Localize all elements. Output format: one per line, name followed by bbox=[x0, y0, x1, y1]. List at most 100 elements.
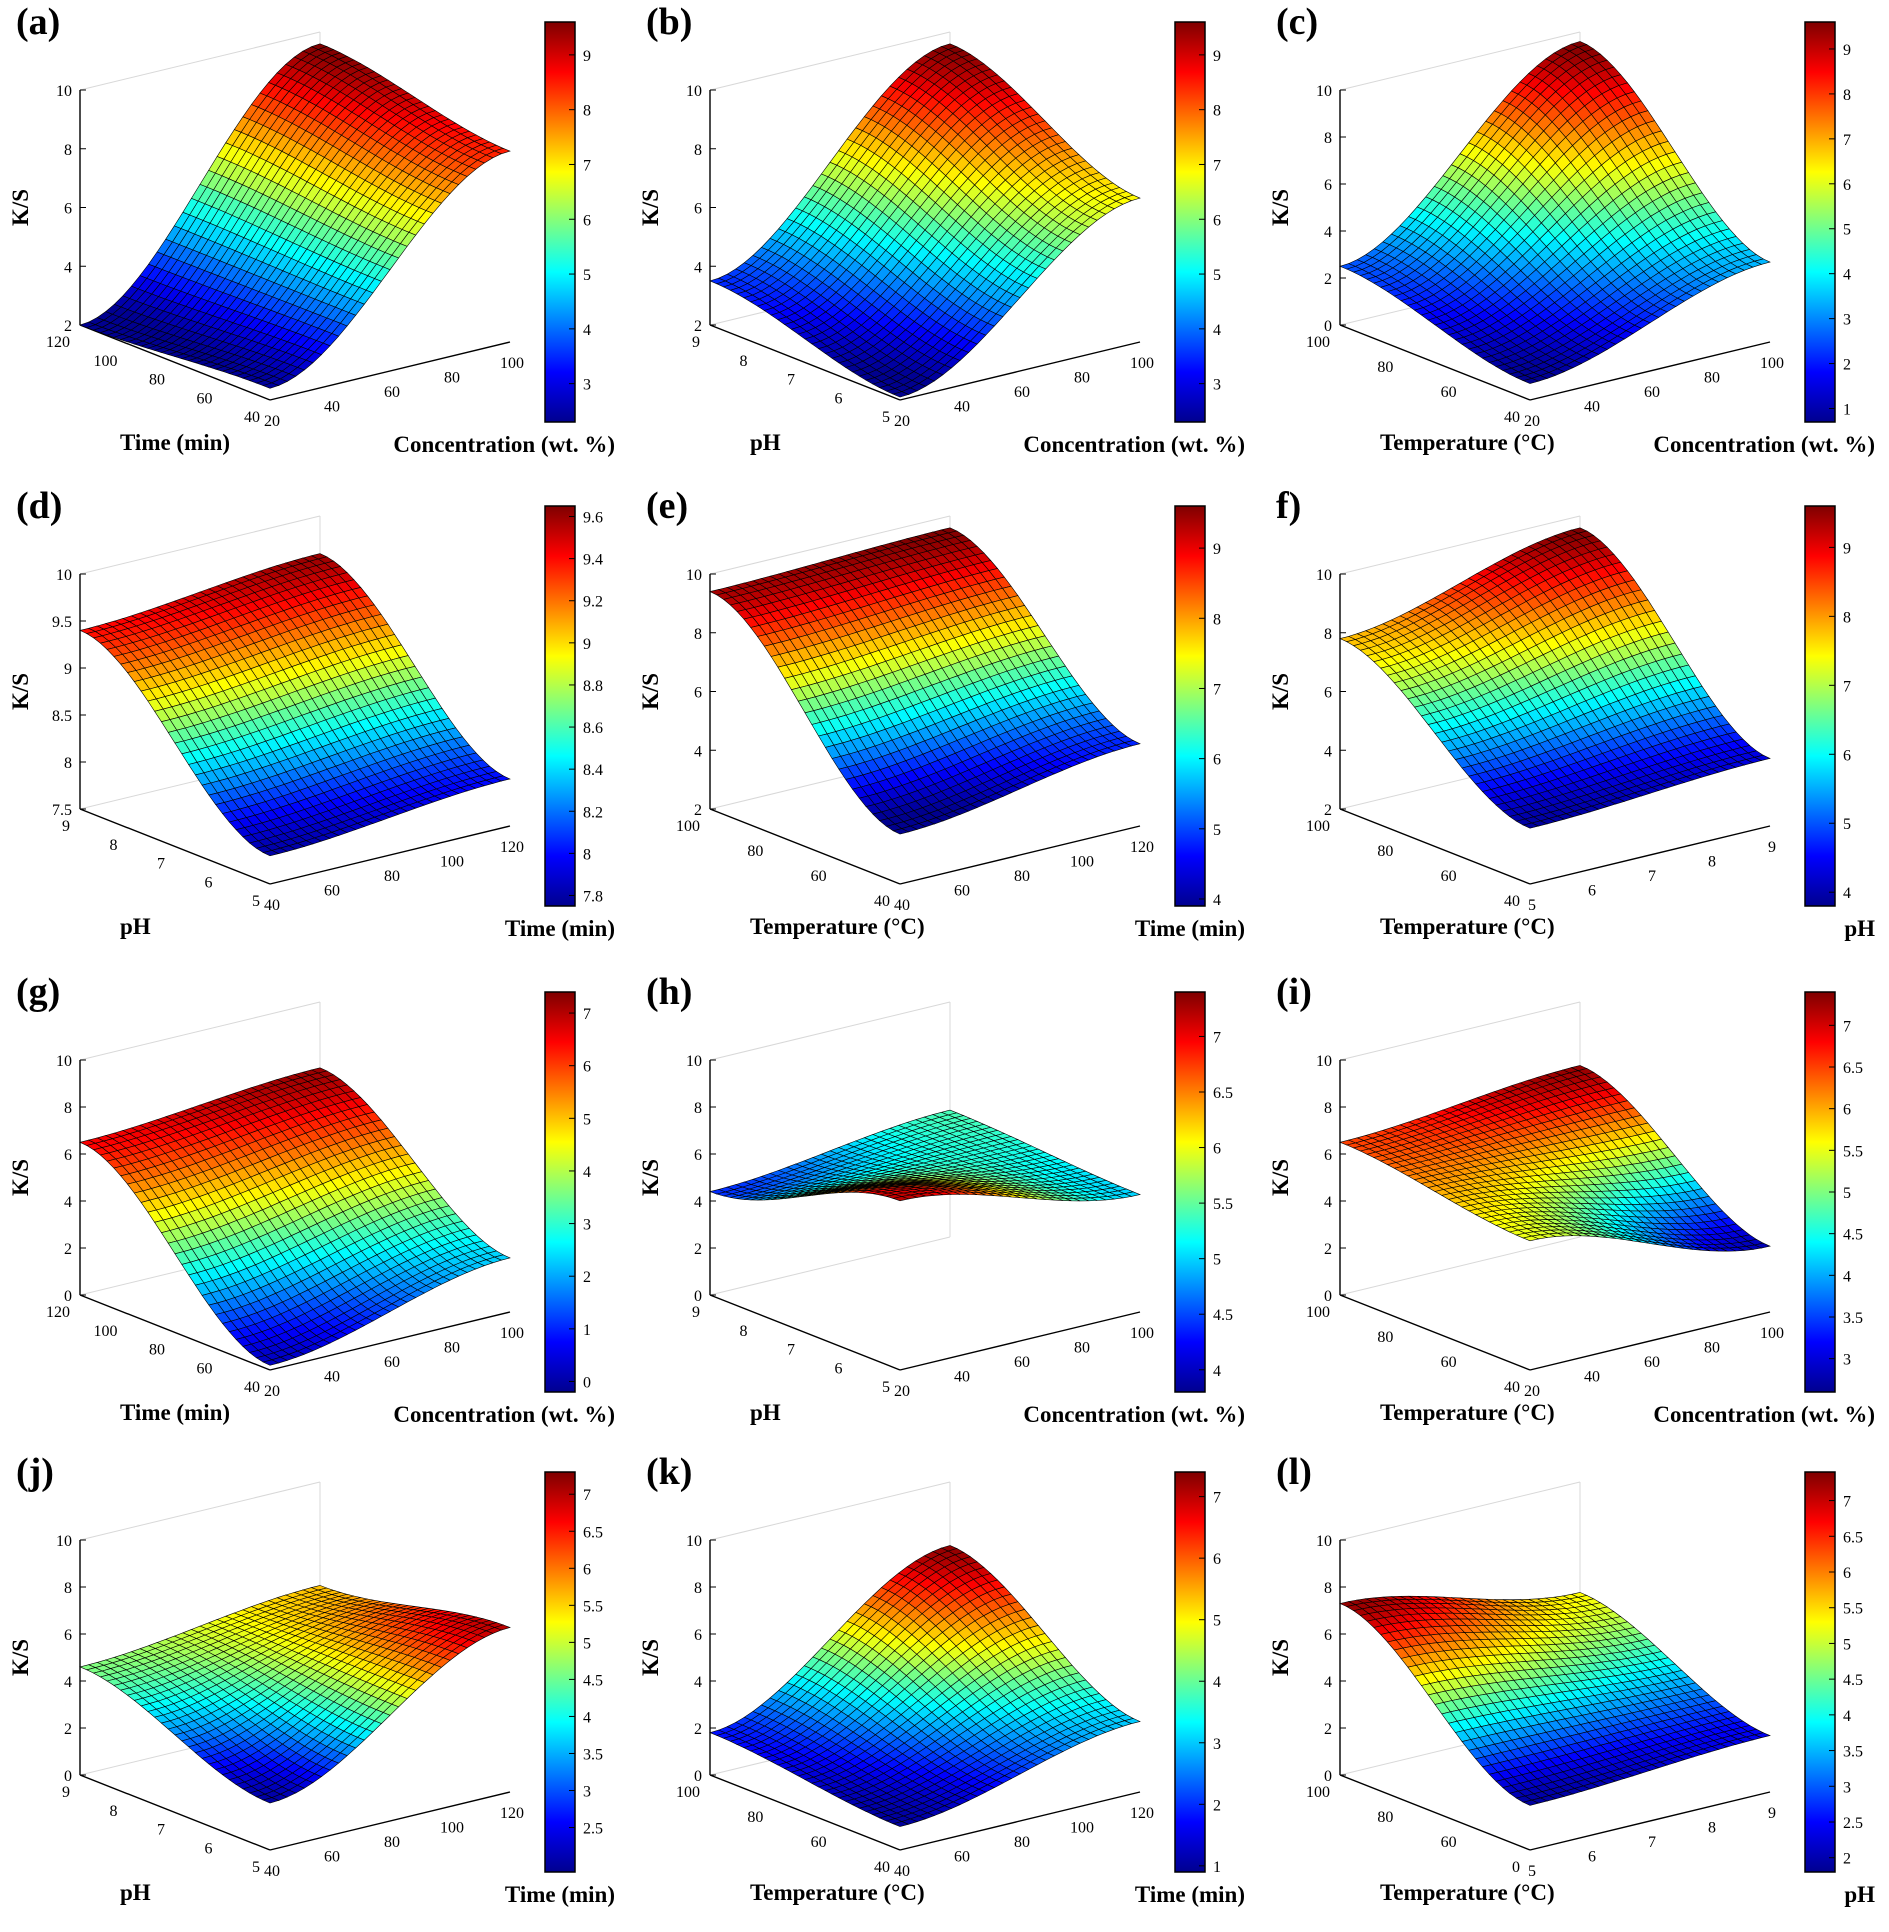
z-axis-label: K/S bbox=[638, 673, 663, 710]
grid-line bbox=[1339, 31, 1581, 91]
z-tick-label: 8 bbox=[64, 755, 72, 772]
x-tick-label: 8 bbox=[740, 353, 748, 370]
z-tick-label: 10 bbox=[686, 567, 702, 584]
y-tick-label: 40 bbox=[324, 399, 340, 416]
z-tick-label: 10 bbox=[1316, 567, 1332, 584]
surface-cell bbox=[1522, 378, 1540, 384]
panel-label: f) bbox=[1276, 485, 1302, 527]
z-tick-label: 2 bbox=[64, 318, 72, 335]
colorbar-tick-label: 8.6 bbox=[583, 720, 603, 737]
x-axis bbox=[709, 324, 901, 401]
x-tick-label: 8 bbox=[110, 837, 118, 854]
colorbar-tick-label: 9.2 bbox=[583, 594, 603, 611]
surface-cell bbox=[262, 850, 280, 857]
colorbar-tick-label: 8 bbox=[1843, 87, 1851, 104]
colorbar-tick-label: 7.8 bbox=[583, 888, 603, 905]
surface-cell bbox=[262, 382, 280, 389]
z-tick-label: 7.5 bbox=[52, 802, 72, 819]
colorbar-tick-label: 1 bbox=[1843, 402, 1851, 419]
y-axis-label: Concentration (wt. %) bbox=[393, 432, 615, 457]
z-tick-label: 6 bbox=[694, 685, 702, 702]
x-tick-label: 40 bbox=[874, 893, 890, 910]
y-tick-label: 100 bbox=[440, 854, 464, 871]
x-tick-label: 6 bbox=[835, 390, 843, 407]
z-tick-label: 4 bbox=[64, 259, 72, 276]
colorbar-tick-label: 7 bbox=[583, 157, 591, 174]
z-tick-label: 8 bbox=[64, 142, 72, 159]
x-axis bbox=[1339, 324, 1531, 401]
y-axis-label: pH bbox=[1844, 916, 1875, 941]
z-tick-label: 8 bbox=[694, 626, 702, 643]
x-axis bbox=[709, 808, 901, 885]
y-axis bbox=[899, 825, 1141, 885]
surface-plot: 246810K/S98765pH20406080100Concentration… bbox=[638, 21, 1245, 457]
y-tick-label: 40 bbox=[1584, 399, 1600, 416]
x-tick-label: 40 bbox=[1504, 409, 1520, 426]
colorbar-tick-label: 6 bbox=[583, 212, 591, 229]
z-tick-label: 6 bbox=[1324, 685, 1332, 702]
z-tick-label: 10 bbox=[56, 567, 72, 584]
x-axis-label: pH bbox=[750, 430, 781, 455]
y-axis bbox=[269, 341, 511, 401]
x-tick-label: 5 bbox=[882, 409, 890, 426]
x-tick-label: 80 bbox=[1377, 843, 1393, 860]
colorbar-tick-label: 2 bbox=[1843, 357, 1851, 374]
x-tick-label: 100 bbox=[1306, 334, 1330, 351]
colorbar-tick-label: 9.4 bbox=[583, 552, 603, 569]
y-tick-label: 80 bbox=[384, 868, 400, 885]
x-tick-label: 80 bbox=[747, 843, 763, 860]
y-tick-label: 100 bbox=[1760, 355, 1784, 372]
x-tick-label: 9 bbox=[62, 818, 70, 835]
colorbar-tick-label: 7 bbox=[1213, 681, 1221, 698]
z-tick-label: 2 bbox=[1324, 271, 1332, 288]
x-axis-label: Temperature (°C) bbox=[750, 914, 925, 939]
y-tick-label: 60 bbox=[324, 883, 340, 900]
colorbar-tick-label: 6 bbox=[1213, 752, 1221, 769]
z-tick-label: 2 bbox=[1324, 802, 1332, 819]
x-axis bbox=[79, 808, 271, 885]
z-tick-label: 0 bbox=[1324, 318, 1332, 335]
x-tick-label: 60 bbox=[811, 868, 827, 885]
colorbar-tick-label: 4 bbox=[583, 322, 591, 339]
colorbar-tick-label: 9 bbox=[1213, 541, 1221, 558]
colorbar-tick-label: 9.6 bbox=[583, 510, 603, 527]
x-tick-label: 80 bbox=[1377, 359, 1393, 376]
colorbar-tick-label: 5 bbox=[583, 267, 591, 284]
z-axis-label: K/S bbox=[8, 189, 33, 226]
y-axis bbox=[1529, 341, 1771, 401]
panel-label: (d) bbox=[16, 485, 63, 527]
colorbar-tick-label: 9 bbox=[1843, 42, 1851, 59]
colorbar-tick-label: 8.4 bbox=[583, 762, 603, 779]
z-tick-label: 4 bbox=[1324, 224, 1332, 241]
surface-plot: 7.588.599.510K/S98765pH406080100120Time … bbox=[8, 505, 615, 941]
surface-mesh bbox=[1339, 527, 1771, 829]
y-tick-label: 9 bbox=[1768, 839, 1776, 856]
x-tick-label: 40 bbox=[244, 409, 260, 426]
x-tick-label: 6 bbox=[205, 874, 213, 891]
y-tick-label: 5 bbox=[1528, 897, 1536, 914]
y-tick-label: 8 bbox=[1708, 854, 1716, 871]
z-tick-label: 8 bbox=[1324, 130, 1332, 147]
z-tick-label: 6 bbox=[694, 201, 702, 218]
surface-cell bbox=[892, 391, 910, 398]
y-tick-label: 120 bbox=[1130, 839, 1154, 856]
colorbar-tick-label: 8.2 bbox=[583, 804, 603, 821]
y-tick-label: 60 bbox=[1644, 384, 1660, 401]
colorbar-tick-label: 4 bbox=[1843, 267, 1851, 284]
z-tick-label: 4 bbox=[1324, 743, 1332, 760]
y-tick-label: 7 bbox=[1648, 868, 1656, 885]
y-tick-label: 80 bbox=[1704, 370, 1720, 387]
surface-cell bbox=[1522, 822, 1540, 829]
colorbar bbox=[1804, 505, 1836, 907]
y-tick-label: 40 bbox=[954, 399, 970, 416]
colorbar-tick-label: 8 bbox=[1213, 611, 1221, 628]
grid-line bbox=[709, 31, 951, 91]
x-tick-label: 100 bbox=[94, 353, 118, 370]
colorbar-tick-label: 8.8 bbox=[583, 678, 603, 695]
chart-panel: (b) 2 4 6 8 10 K/S 9 8 7 6 5 pH 20 40 60 80 100 Concentrat… bbox=[630, 0, 1250, 480]
y-tick-label: 120 bbox=[500, 839, 524, 856]
y-tick-label: 40 bbox=[894, 897, 910, 914]
y-tick-label: 20 bbox=[264, 413, 280, 430]
